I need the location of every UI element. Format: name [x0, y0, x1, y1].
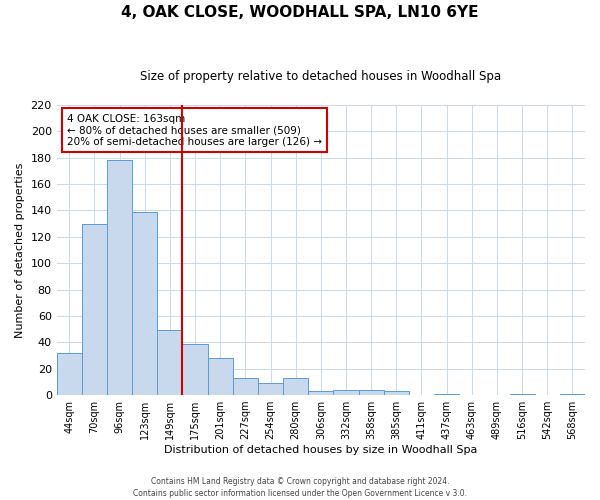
Bar — [182, 344, 208, 395]
Bar — [233, 378, 258, 395]
Text: Contains HM Land Registry data © Crown copyright and database right 2024.
Contai: Contains HM Land Registry data © Crown c… — [133, 476, 467, 498]
X-axis label: Distribution of detached houses by size in Woodhall Spa: Distribution of detached houses by size … — [164, 445, 478, 455]
Bar — [359, 390, 384, 395]
Bar — [308, 391, 334, 395]
Bar — [258, 383, 283, 395]
Title: Size of property relative to detached houses in Woodhall Spa: Size of property relative to detached ho… — [140, 70, 502, 83]
Bar — [384, 391, 409, 395]
Bar — [208, 358, 233, 395]
Bar — [157, 330, 182, 395]
Bar — [107, 160, 132, 395]
Bar — [509, 394, 535, 395]
Bar — [56, 353, 82, 395]
Text: 4, OAK CLOSE, WOODHALL SPA, LN10 6YE: 4, OAK CLOSE, WOODHALL SPA, LN10 6YE — [121, 5, 479, 20]
Text: 4 OAK CLOSE: 163sqm
← 80% of detached houses are smaller (509)
20% of semi-detac: 4 OAK CLOSE: 163sqm ← 80% of detached ho… — [67, 114, 322, 147]
Bar — [334, 390, 359, 395]
Bar — [82, 224, 107, 395]
Bar — [132, 212, 157, 395]
Bar — [283, 378, 308, 395]
Y-axis label: Number of detached properties: Number of detached properties — [15, 162, 25, 338]
Bar — [560, 394, 585, 395]
Bar — [434, 394, 459, 395]
